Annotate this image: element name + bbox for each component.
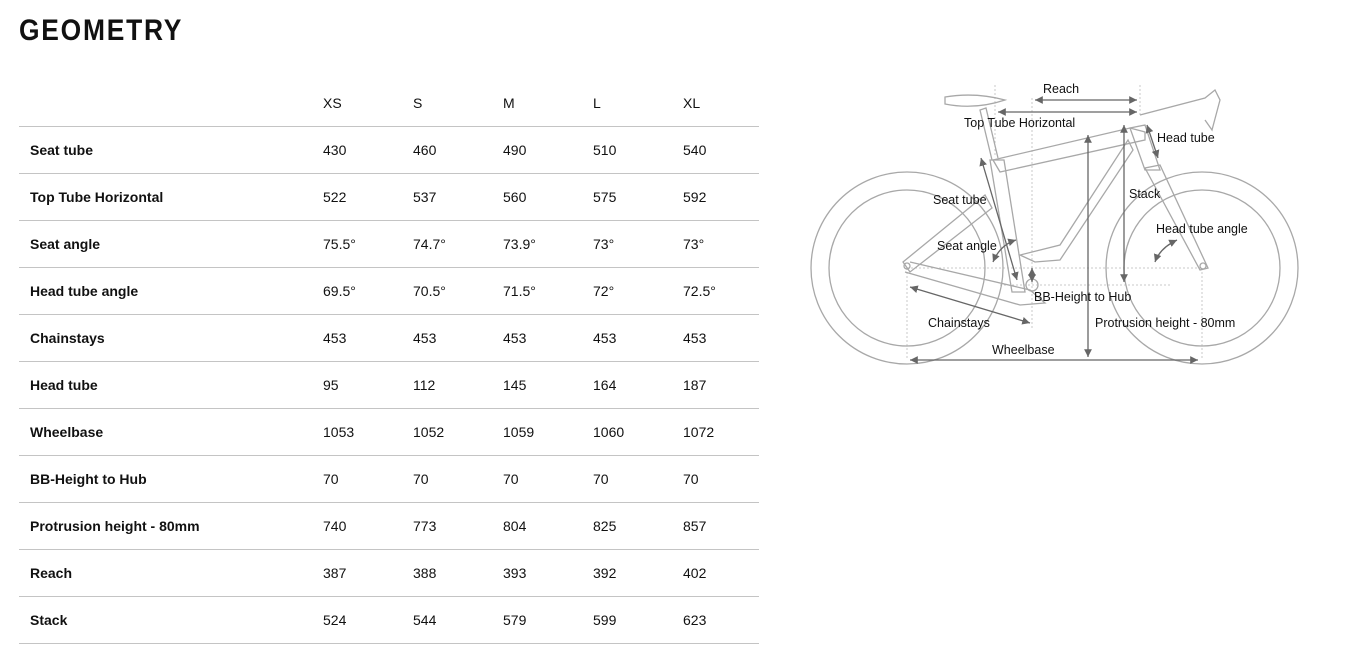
- cell-s: 1052: [413, 408, 503, 456]
- size-header-l: L: [593, 80, 683, 127]
- size-header-xl: XL: [683, 80, 759, 127]
- table-row: Chainstays 453 453 453 453 453: [19, 314, 759, 362]
- cell-l: 510: [593, 126, 683, 174]
- cell-l: 575: [593, 173, 683, 221]
- label-top-tube: Top Tube Horizontal: [964, 116, 1075, 130]
- cell-m: 804: [503, 502, 593, 550]
- cell-xl: 540: [683, 126, 759, 174]
- cell-xl: 592: [683, 173, 759, 221]
- cell-s: 70: [413, 455, 503, 503]
- cell-xl: 623: [683, 596, 759, 644]
- row-label: Reach: [19, 549, 323, 597]
- cell-xl: 73°: [683, 220, 759, 268]
- cell-l: 73°: [593, 220, 683, 268]
- row-label: Protrusion height - 80mm: [19, 502, 323, 550]
- cell-s: 537: [413, 173, 503, 221]
- cell-xl: 70: [683, 455, 759, 503]
- size-header-m: M: [503, 80, 593, 127]
- cell-xs: 453: [323, 314, 413, 362]
- table-row: Head tube angle 69.5° 70.5° 71.5° 72° 72.5°: [19, 267, 759, 315]
- cell-l: 70: [593, 455, 683, 503]
- cell-xs: 387: [323, 549, 413, 597]
- cell-xs: 524: [323, 596, 413, 644]
- row-label: BB-Height to Hub: [19, 455, 323, 503]
- label-stack: Stack: [1129, 187, 1161, 201]
- row-label: Seat angle: [19, 220, 323, 268]
- size-header-s: S: [413, 80, 503, 127]
- label-seat-angle: Seat angle: [937, 239, 997, 253]
- cell-xs: 95: [323, 361, 413, 409]
- cell-m: 393: [503, 549, 593, 597]
- geometry-table: XS S M L XL Seat tube 430 460 490 510 540 Top Tube…: [19, 80, 759, 644]
- cell-m: 579: [503, 596, 593, 644]
- cell-s: 773: [413, 502, 503, 550]
- row-label: Chainstays: [19, 314, 323, 362]
- label-protrusion: Protrusion height - 80mm: [1095, 316, 1235, 330]
- cell-xs: 1053: [323, 408, 413, 456]
- cell-xs: 69.5°: [323, 267, 413, 315]
- cell-m: 73.9°: [503, 220, 593, 268]
- cell-l: 392: [593, 549, 683, 597]
- cell-m: 71.5°: [503, 267, 593, 315]
- cell-xs: 70: [323, 455, 413, 503]
- label-bb-height: BB-Height to Hub: [1034, 290, 1131, 304]
- table-row: Stack 524 544 579 599 623: [19, 596, 759, 644]
- cell-xl: 187: [683, 361, 759, 409]
- table-row: Wheelbase 1053 1052 1059 1060 1072: [19, 408, 759, 456]
- cell-m: 560: [503, 173, 593, 221]
- label-reach: Reach: [1043, 82, 1079, 96]
- row-label: Seat tube: [19, 126, 323, 174]
- cell-xs: 430: [323, 126, 413, 174]
- cell-xl: 1072: [683, 408, 759, 456]
- row-label: Head tube angle: [19, 267, 323, 315]
- label-head-tube: Head tube: [1157, 131, 1215, 145]
- page-title: GEOMETRY: [19, 14, 184, 47]
- cell-xs: 75.5°: [323, 220, 413, 268]
- cell-xl: 857: [683, 502, 759, 550]
- cell-s: 544: [413, 596, 503, 644]
- dimension-arrows: [909, 96, 1198, 364]
- label-head-tube-angle: Head tube angle: [1156, 222, 1248, 236]
- cell-l: 825: [593, 502, 683, 550]
- cell-s: 460: [413, 126, 503, 174]
- table-row: Seat tube 430 460 490 510 540: [19, 126, 759, 174]
- bike-geometry-diagram: Reach Top Tube Horizontal Head tube Seat…: [810, 82, 1299, 365]
- cell-s: 453: [413, 314, 503, 362]
- table-header-row: XS S M L XL: [19, 80, 759, 127]
- cell-s: 388: [413, 549, 503, 597]
- row-label: Head tube: [19, 361, 323, 409]
- cell-l: 1060: [593, 408, 683, 456]
- cell-xs: 522: [323, 173, 413, 221]
- label-chainstays: Chainstays: [928, 316, 990, 330]
- table-row: BB-Height to Hub 70 70 70 70 70: [19, 455, 759, 503]
- size-header-xs: XS: [323, 80, 413, 127]
- cell-xs: 740: [323, 502, 413, 550]
- cell-xl: 402: [683, 549, 759, 597]
- table-row: Reach 387 388 393 392 402: [19, 549, 759, 597]
- table-row: Protrusion height - 80mm 740 773 804 825 857: [19, 502, 759, 550]
- label-seat-tube: Seat tube: [933, 193, 987, 207]
- cell-s: 70.5°: [413, 267, 503, 315]
- row-label: Wheelbase: [19, 408, 323, 456]
- cell-m: 1059: [503, 408, 593, 456]
- cell-l: 164: [593, 361, 683, 409]
- cell-xl: 453: [683, 314, 759, 362]
- cell-m: 490: [503, 126, 593, 174]
- cell-m: 453: [503, 314, 593, 362]
- row-label: Top Tube Horizontal: [19, 173, 323, 221]
- table-row: Top Tube Horizontal 522 537 560 575 592: [19, 173, 759, 221]
- label-wheelbase: Wheelbase: [992, 343, 1055, 357]
- cell-m: 145: [503, 361, 593, 409]
- cell-xl: 72.5°: [683, 267, 759, 315]
- cell-s: 112: [413, 361, 503, 409]
- table-row: Seat angle 75.5° 74.7° 73.9° 73° 73°: [19, 220, 759, 268]
- table-row: Head tube 95 112 145 164 187: [19, 361, 759, 409]
- cell-s: 74.7°: [413, 220, 503, 268]
- header-empty: [19, 80, 323, 127]
- cell-l: 599: [593, 596, 683, 644]
- row-label: Stack: [19, 596, 323, 644]
- cell-m: 70: [503, 455, 593, 503]
- cell-l: 453: [593, 314, 683, 362]
- cell-l: 72°: [593, 267, 683, 315]
